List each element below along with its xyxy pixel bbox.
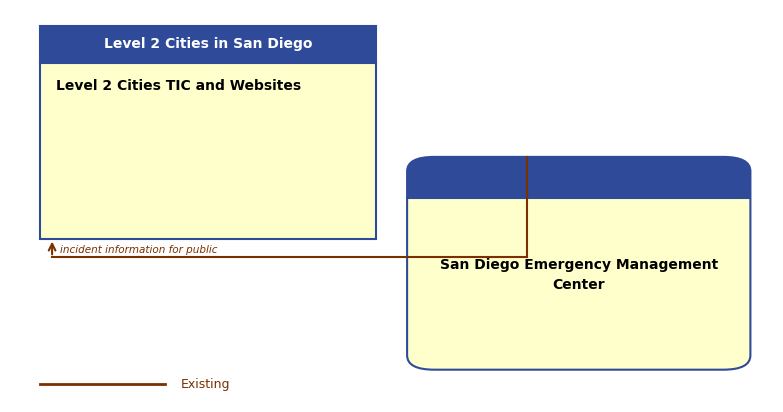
Bar [41, 26, 376, 63]
Text: incident information for public: incident information for public [60, 245, 218, 255]
Bar [41, 26, 376, 239]
Bar [407, 176, 750, 198]
FancyBboxPatch shape [407, 157, 750, 370]
Text: Level 2 Cities TIC and Websites: Level 2 Cities TIC and Websites [56, 79, 301, 93]
Text: Level 2 Cities in San Diego: Level 2 Cities in San Diego [104, 37, 312, 52]
Text: San Diego Emergency Management
Center: San Diego Emergency Management Center [439, 258, 718, 292]
Text: Existing: Existing [181, 377, 230, 391]
FancyBboxPatch shape [407, 157, 750, 198]
